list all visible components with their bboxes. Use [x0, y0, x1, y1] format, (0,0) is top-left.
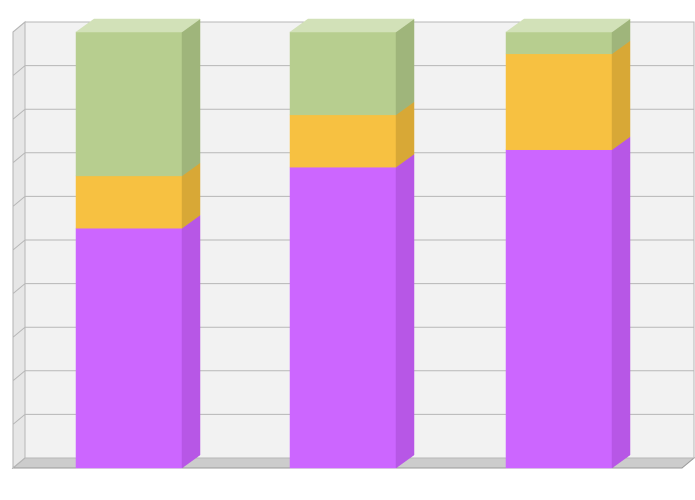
- bar-1-middle-front: [290, 115, 396, 167]
- bar-1-upper-top: [290, 19, 414, 32]
- bar-2-upper-front: [506, 32, 612, 54]
- bar-1-bottom-side: [396, 154, 414, 468]
- bar-0-upper-front: [76, 32, 182, 176]
- bar-2-bottom-side: [612, 137, 630, 468]
- bar-0-middle-front: [76, 176, 182, 228]
- bar-1-upper-front: [290, 32, 396, 115]
- bar-1: [290, 19, 414, 468]
- bar-2-upper-top: [506, 19, 630, 32]
- bar-0-bottom-side: [182, 215, 200, 468]
- bar-2-middle-front: [506, 54, 612, 150]
- bar-2: [506, 19, 630, 468]
- bar-2-middle-side: [612, 41, 630, 150]
- bar-0-bottom-front: [76, 228, 182, 468]
- bar-2-bottom-front: [506, 150, 612, 468]
- bar-0-upper-top: [76, 19, 200, 32]
- bar-0-upper-side: [182, 19, 200, 176]
- bar-0: [76, 19, 200, 468]
- stacked-bar-3d-chart: [0, 0, 695, 500]
- bar-1-upper-side: [396, 19, 414, 115]
- bar-1-bottom-front: [290, 167, 396, 468]
